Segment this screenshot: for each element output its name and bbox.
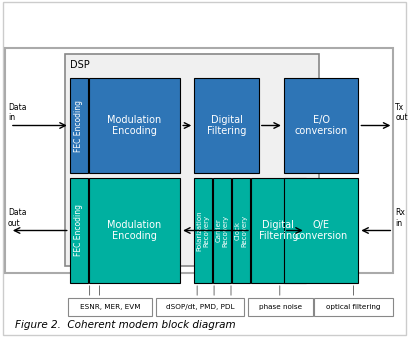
FancyBboxPatch shape bbox=[194, 178, 212, 283]
Text: phase noise: phase noise bbox=[259, 304, 302, 310]
Text: DSP: DSP bbox=[70, 60, 90, 70]
FancyBboxPatch shape bbox=[156, 298, 244, 316]
Text: FEC Encoding: FEC Encoding bbox=[74, 204, 83, 257]
Text: E/O
conversion: E/O conversion bbox=[295, 115, 348, 136]
Text: O/E
conversion: O/E conversion bbox=[295, 220, 348, 241]
Text: Rx
in: Rx in bbox=[395, 208, 405, 227]
Text: Modulation
Encoding: Modulation Encoding bbox=[107, 220, 162, 241]
Text: dSOP/dt, PMD, PDL: dSOP/dt, PMD, PDL bbox=[166, 304, 234, 310]
Text: Modulation
Encoding: Modulation Encoding bbox=[107, 115, 162, 136]
Text: Clock
Recovery: Clock Recovery bbox=[234, 214, 247, 246]
Text: Polarization
Recovery: Polarization Recovery bbox=[196, 210, 210, 251]
Text: ESNR, MER, EVM: ESNR, MER, EVM bbox=[80, 304, 140, 310]
Text: Digital
Filtering: Digital Filtering bbox=[207, 115, 246, 136]
FancyBboxPatch shape bbox=[194, 78, 259, 173]
Text: Figure 2.  Coherent modem block diagram: Figure 2. Coherent modem block diagram bbox=[15, 320, 236, 330]
FancyBboxPatch shape bbox=[5, 48, 393, 273]
FancyBboxPatch shape bbox=[70, 178, 88, 283]
FancyBboxPatch shape bbox=[248, 298, 313, 316]
FancyBboxPatch shape bbox=[251, 178, 306, 283]
FancyBboxPatch shape bbox=[70, 78, 88, 173]
Text: Data
in: Data in bbox=[8, 103, 26, 122]
FancyBboxPatch shape bbox=[65, 54, 319, 266]
FancyBboxPatch shape bbox=[284, 78, 358, 173]
Text: Digital
Filtering: Digital Filtering bbox=[259, 220, 298, 241]
FancyBboxPatch shape bbox=[284, 178, 358, 283]
Text: Carrier
Recovery: Carrier Recovery bbox=[215, 214, 229, 246]
FancyBboxPatch shape bbox=[89, 178, 180, 283]
FancyBboxPatch shape bbox=[3, 2, 406, 335]
Text: FEC Encoding: FEC Encoding bbox=[74, 99, 83, 151]
FancyBboxPatch shape bbox=[89, 78, 180, 173]
FancyBboxPatch shape bbox=[213, 178, 231, 283]
Text: Data
out: Data out bbox=[8, 208, 26, 227]
Text: optical filtering: optical filtering bbox=[326, 304, 381, 310]
FancyBboxPatch shape bbox=[68, 298, 152, 316]
FancyBboxPatch shape bbox=[232, 178, 250, 283]
FancyBboxPatch shape bbox=[314, 298, 393, 316]
Text: Tx
out: Tx out bbox=[395, 103, 408, 122]
